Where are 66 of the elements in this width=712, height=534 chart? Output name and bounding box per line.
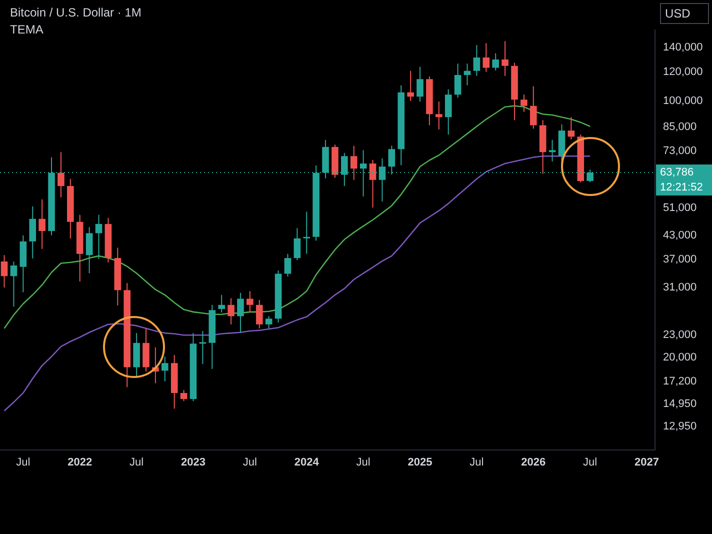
y-tick-label: 100,000 (663, 94, 703, 107)
candlestick (58, 152, 64, 198)
candlestick (548, 139, 556, 162)
candlestick (520, 94, 528, 112)
candlestick (482, 42, 490, 72)
candlestick (218, 294, 225, 314)
candlestick (246, 290, 254, 314)
candlestick (436, 101, 442, 130)
text: 12:21:52 (660, 182, 703, 194)
candlestick (350, 145, 358, 180)
x-tick-label: 2022 (68, 456, 92, 468)
ref-line-label: 63,786 (660, 166, 694, 179)
candlestick (86, 226, 93, 274)
candlestick (416, 66, 424, 102)
y-tick-label: 85,000 (663, 120, 697, 133)
candlestick (303, 211, 310, 254)
candlestick (284, 253, 292, 278)
chart-title: Bitcoin / U.S. Dollar · 1M (10, 5, 142, 20)
candlestick (492, 52, 499, 71)
x-tick-label: 2024 (294, 456, 320, 468)
candlestick (256, 299, 263, 329)
x-tick-label: Jul (470, 456, 484, 468)
y-axis-title: USD (665, 6, 691, 20)
candlestick (502, 40, 508, 76)
candlestick (180, 389, 188, 402)
candlestick (38, 198, 46, 250)
candlestick (199, 330, 206, 364)
candlestick (237, 292, 244, 334)
y-tick-label: 140,000 (663, 41, 703, 54)
candlestick (454, 63, 462, 98)
candlestick (0, 254, 8, 288)
x-tick-label: 2027 (634, 456, 660, 468)
candlestick (464, 63, 471, 86)
x-tick-label: 2026 (521, 456, 546, 468)
candlestick (568, 116, 575, 140)
y-tick-label: 14,950 (663, 398, 697, 410)
candlestick (444, 88, 452, 136)
y-tick-label: 37,000 (663, 253, 697, 266)
y-tick-label: 20,000 (663, 351, 697, 364)
candlestick (369, 160, 376, 208)
candlestick (95, 214, 102, 260)
y-tick-label: 51,000 (663, 202, 697, 214)
y-tick-label: 23,000 (663, 329, 697, 342)
candlestick (10, 261, 18, 308)
chart-subtitle: TEMA (10, 22, 44, 36)
candlestick (407, 70, 414, 102)
candlestick (530, 86, 537, 130)
candlestick (294, 228, 301, 261)
x-tick-label: 2023 (180, 456, 206, 468)
x-tick-label: Jul (356, 456, 370, 468)
y-tick-label: 120,000 (663, 66, 703, 78)
x-tick-label: Jul (130, 456, 144, 468)
candlestick (29, 206, 36, 259)
x-tick-label: Jul (16, 456, 30, 468)
x-tick-label: 2025 (408, 456, 432, 468)
y-tick-label: 73,000 (663, 145, 697, 158)
y-tick-label: 43,000 (663, 229, 697, 242)
y-tick-label: 12,950 (663, 420, 697, 433)
candlestick (161, 356, 168, 382)
x-tick-label: Jul (242, 456, 257, 468)
candlestick (473, 44, 480, 76)
x-tick-label: Jul (583, 456, 598, 468)
candlestick (265, 316, 272, 329)
candlestick (228, 298, 234, 325)
y-tick-label: 17,200 (663, 375, 697, 388)
y-tick-label: 31,000 (663, 282, 697, 294)
